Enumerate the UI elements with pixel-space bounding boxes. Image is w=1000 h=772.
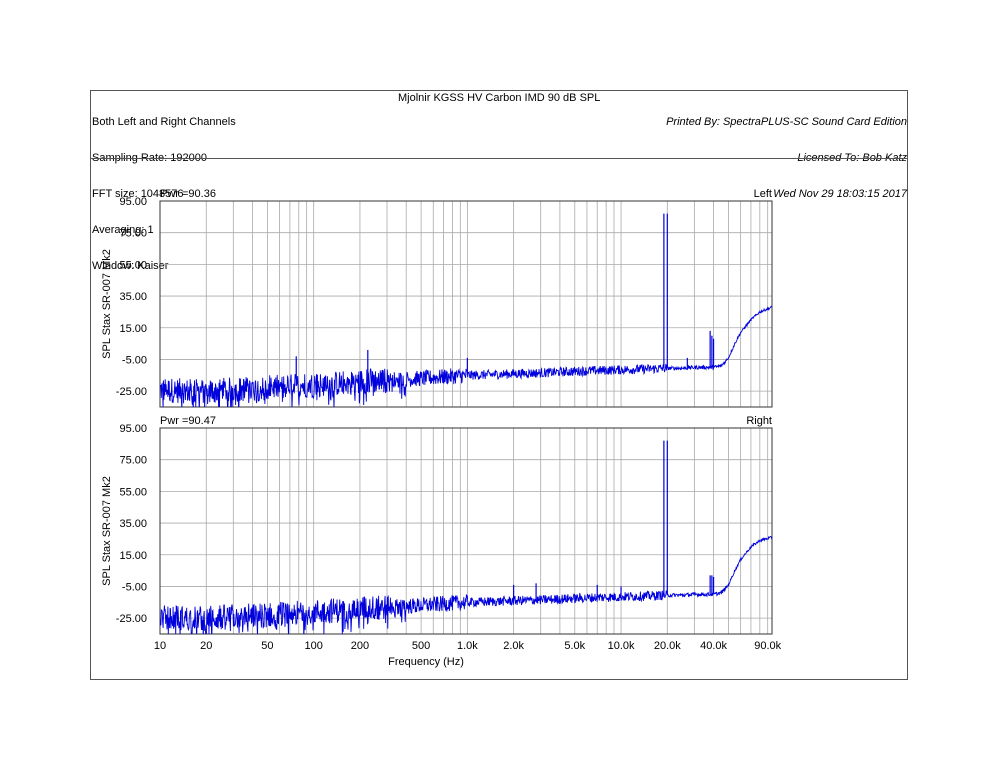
panel-top-ytick-label: -25.00 [116, 386, 147, 398]
panel-bottom-xtick-label: 10.0k [608, 640, 635, 652]
panel-top-ytick-label: 95.00 [119, 196, 147, 208]
panel-bottom-xtick-label: 50 [261, 640, 273, 652]
panel-bottom-xtick-label: 2.0k [503, 640, 524, 652]
header-info-left: Both Left and Right Channels Sampling Ra… [92, 92, 236, 284]
panel-bottom-xtick-label: 90.0k [754, 640, 781, 652]
panel-bottom-xtick-label: 500 [412, 640, 430, 652]
panel-bottom-channel-label: Right [746, 415, 772, 427]
panel-top-channel-label: Left [754, 188, 772, 200]
panel-bottom-ytick-label: -25.00 [116, 613, 147, 625]
header-window: Window: Kaiser [92, 260, 169, 272]
chart-title: Mjolnir KGSS HV Carbon IMD 90 dB SPL [398, 92, 601, 104]
panel-bottom-xtick-label: 20 [200, 640, 212, 652]
panel-bottom-ytick-label: 55.00 [119, 486, 147, 498]
panel-top-ytick-label: -5.00 [122, 354, 147, 366]
panel-top-ytick-label: 15.00 [119, 323, 147, 335]
header-timestamp: Wed Nov 29 18:03:15 2017 [773, 188, 907, 200]
header-fft-size: FFT size: 1048576 [92, 188, 184, 200]
print-frame [90, 90, 908, 680]
panel-bottom-trace-line [160, 535, 772, 634]
panel-bottom-xtick-label: 10 [154, 640, 166, 652]
panel-top-plot-frame [159, 200, 773, 408]
panel-bottom-ytick-label: 75.00 [119, 455, 147, 467]
panel-bottom-ytick-label: 35.00 [119, 518, 147, 530]
panel-bottom-ylabel: SPL Stax SR-007 Mk2 [101, 476, 113, 586]
panel-bottom-xtick-label: 20.0k [654, 640, 681, 652]
header-channels: Both Left and Right Channels [92, 116, 236, 128]
panel-bottom-ytick-label: -5.00 [122, 581, 147, 593]
panel-top-trace-line [160, 305, 772, 407]
panel-bottom-xlabel: Frequency (Hz) [388, 656, 464, 668]
panel-top-pwr-label: Pwr =90.36 [160, 188, 216, 200]
panel-bottom-grid [160, 427, 772, 634]
panel-bottom-plot-frame [159, 427, 773, 635]
panel-top-ytick-label: 35.00 [119, 291, 147, 303]
panel-top-ytick-label: 55.00 [119, 259, 147, 271]
panel-bottom-xtick-label: 200 [351, 640, 369, 652]
header-info-right: Printed By: SpectraPLUS-SC Sound Card Ed… [666, 92, 907, 212]
panel-bottom-xtick-label: 40.0k [700, 640, 727, 652]
panel-bottom-ytick-label: 95.00 [119, 423, 147, 435]
header-averaging: Averaging: 1 [92, 224, 154, 236]
panel-top-ytick-label: 75.00 [119, 228, 147, 240]
panel-top-ylabel: SPL Stax SR-007 Mk2 [101, 249, 113, 359]
panel-bottom-pwr-label: Pwr =90.47 [160, 415, 216, 427]
panel-bottom-xtick-label: 100 [305, 640, 323, 652]
header-printed-by: Printed By: SpectraPLUS-SC Sound Card Ed… [666, 116, 907, 128]
panel-bottom-ytick-label: 15.00 [119, 550, 147, 562]
panel-bottom-xtick-label: 5.0k [564, 640, 585, 652]
header-separator [90, 158, 908, 159]
panel-bottom-xtick-label: 1.0k [457, 640, 478, 652]
